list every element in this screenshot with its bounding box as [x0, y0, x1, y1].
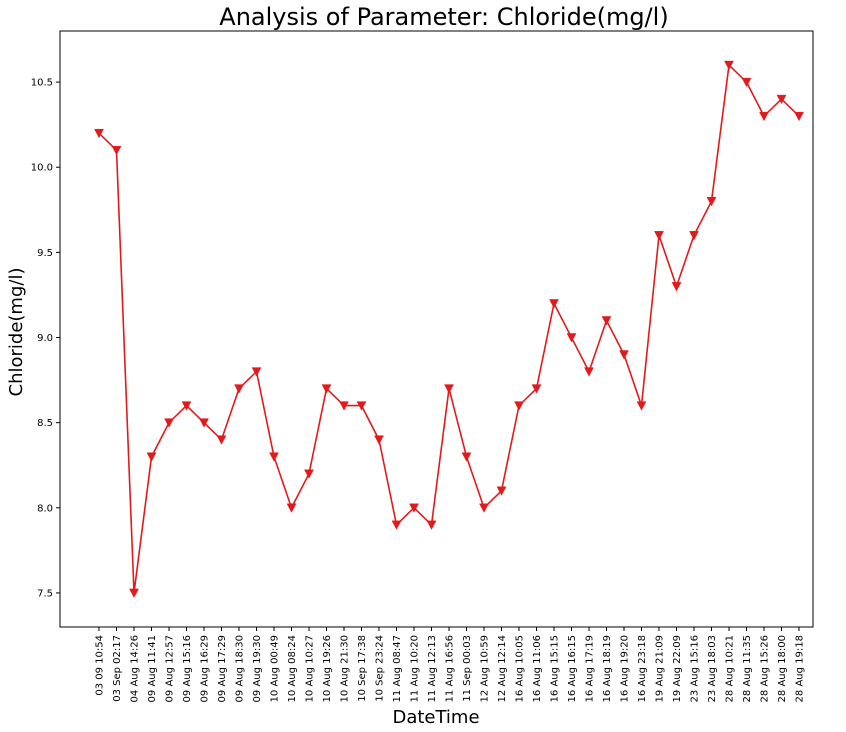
data-point-marker — [759, 111, 769, 122]
x-tick-label: 10 Aug 10:27 — [305, 635, 316, 702]
x-tick-label: 09 Aug 18:30 — [235, 635, 246, 702]
data-point-marker — [636, 401, 647, 411]
series-line — [98, 63, 800, 594]
x-tick-label: 12 Aug 12:14 — [497, 635, 508, 702]
data-point-marker — [251, 367, 262, 377]
x-tick-label: 04 Aug 14:26 — [130, 635, 141, 702]
y-tick-label: 8.5 — [37, 418, 53, 429]
x-tick-label: 10 Sep 23:24 — [375, 635, 386, 702]
x-tick-label: 10 Aug 08:24 — [287, 635, 298, 702]
x-tick-label: 28 Aug 15:26 — [760, 635, 771, 702]
data-point-marker — [234, 384, 244, 394]
data-point-marker — [199, 418, 209, 428]
x-tick-label: 09 Aug 17:29 — [217, 635, 228, 702]
data-point-marker — [269, 452, 279, 462]
data-point-marker — [321, 384, 332, 394]
x-tick-label: 19 Aug 21:09 — [655, 635, 666, 702]
x-tick-label: 16 Aug 15:15 — [550, 635, 561, 702]
data-point-marker — [129, 588, 139, 598]
x-tick-label: 11 Aug 10:20 — [410, 635, 421, 702]
x-tick-label: 23 Aug 18:03 — [707, 635, 718, 702]
data-point-marker — [286, 503, 297, 513]
data-point-marker — [181, 401, 192, 411]
x-axis-label: DateTime — [392, 707, 479, 728]
x-tick-label: 16 Aug 19:20 — [620, 635, 631, 702]
data-point-marker — [164, 418, 174, 428]
y-tick-label: 9.0 — [37, 333, 53, 344]
y-tick-label: 8.0 — [37, 503, 53, 514]
data-point-marker — [689, 231, 699, 241]
y-tick-label: 7.5 — [37, 588, 53, 599]
data-point-marker — [461, 452, 472, 462]
data-point-marker — [584, 367, 594, 377]
x-tick-label: 28 Aug 11:35 — [742, 635, 753, 702]
data-point-marker — [794, 111, 804, 122]
x-tick-label: 16 Aug 23:18 — [637, 635, 648, 702]
x-tick-label: 09 Aug 11:41 — [147, 635, 158, 702]
data-point-marker — [111, 145, 122, 156]
x-tick-label: 10 Aug 21:30 — [340, 635, 351, 702]
y-axis-label: Chloride(mg/l) — [6, 268, 27, 397]
x-tick-label: 16 Aug 18:19 — [602, 635, 613, 702]
x-tick-label: 28 Aug 10:21 — [725, 635, 736, 702]
x-tick-label: 09 Aug 12:57 — [165, 635, 176, 702]
x-tick-label: 11 Aug 08:47 — [392, 635, 403, 702]
x-tick-label: 03 Sep 02:17 — [112, 635, 123, 702]
data-point-marker — [339, 401, 349, 411]
data-point-marker — [706, 197, 717, 207]
x-tick-label: 16 Aug 11:06 — [532, 635, 543, 702]
data-point-marker — [391, 520, 402, 530]
data-point-marker — [549, 299, 559, 309]
chart-title: Analysis of Parameter: Chloride(mg/l) — [219, 3, 668, 31]
data-point-marker — [741, 77, 752, 88]
x-tick-label: 09 Aug 19:30 — [252, 635, 263, 702]
data-point-marker — [531, 384, 542, 394]
data-point-marker — [724, 60, 734, 71]
x-tick-label: 10 Sep 17:38 — [357, 635, 368, 702]
data-point-marker — [479, 503, 489, 513]
x-tick-label: 10 Aug 19:26 — [322, 635, 333, 702]
x-tick-label: 11 Aug 16:56 — [445, 635, 456, 702]
data-point-marker — [566, 333, 577, 343]
data-point-marker — [409, 503, 419, 513]
y-tick-label: 10.0 — [31, 163, 53, 174]
x-tick-label: 23 Aug 15:16 — [690, 635, 701, 702]
x-tick-label: 28 Aug 18:00 — [777, 635, 788, 702]
x-tick-label: 11 Aug 12:13 — [427, 635, 438, 702]
data-point-marker — [671, 282, 682, 292]
data-point-marker — [496, 486, 507, 496]
data-point-marker — [514, 401, 524, 411]
x-tick-label: 16 Aug 16:15 — [567, 635, 578, 702]
data-point-marker — [619, 350, 629, 360]
data-point-marker — [94, 128, 104, 139]
data-point-marker — [654, 231, 664, 241]
data-point-marker — [356, 401, 367, 411]
y-tick-label: 10.5 — [31, 78, 53, 89]
data-point-marker — [426, 520, 437, 530]
data-point-marker — [601, 316, 612, 326]
x-tick-label: 11 Sep 00:03 — [462, 635, 473, 702]
axes-frame — [59, 30, 814, 628]
data-point-marker — [304, 469, 314, 479]
data-point-marker — [374, 435, 384, 445]
x-tick-label: 03 09 10:54 — [95, 635, 106, 696]
x-tick-label: 19 Aug 22:09 — [672, 635, 683, 702]
x-tick-label: 16 Aug 10:05 — [515, 635, 526, 702]
x-tick-label: 09 Aug 15:16 — [182, 635, 193, 702]
data-point-marker — [146, 452, 157, 462]
x-tick-label: 09 Aug 16:29 — [200, 635, 211, 702]
x-tick-label: 12 Aug 10:59 — [480, 635, 491, 702]
x-tick-label: 28 Aug 19:18 — [795, 635, 806, 702]
x-tick-label: 10 Aug 00:49 — [270, 635, 281, 702]
data-point-marker — [776, 94, 787, 105]
y-tick-label: 9.5 — [37, 248, 53, 259]
x-tick-label: 16 Aug 17:19 — [585, 635, 596, 702]
data-point-marker — [216, 435, 227, 445]
plot-area: 7.5 8.0 8.5 9.0 9.5 10.0 10.5 03 09 10:54 03 Sep… — [31, 30, 814, 702]
data-point-marker — [444, 384, 454, 394]
